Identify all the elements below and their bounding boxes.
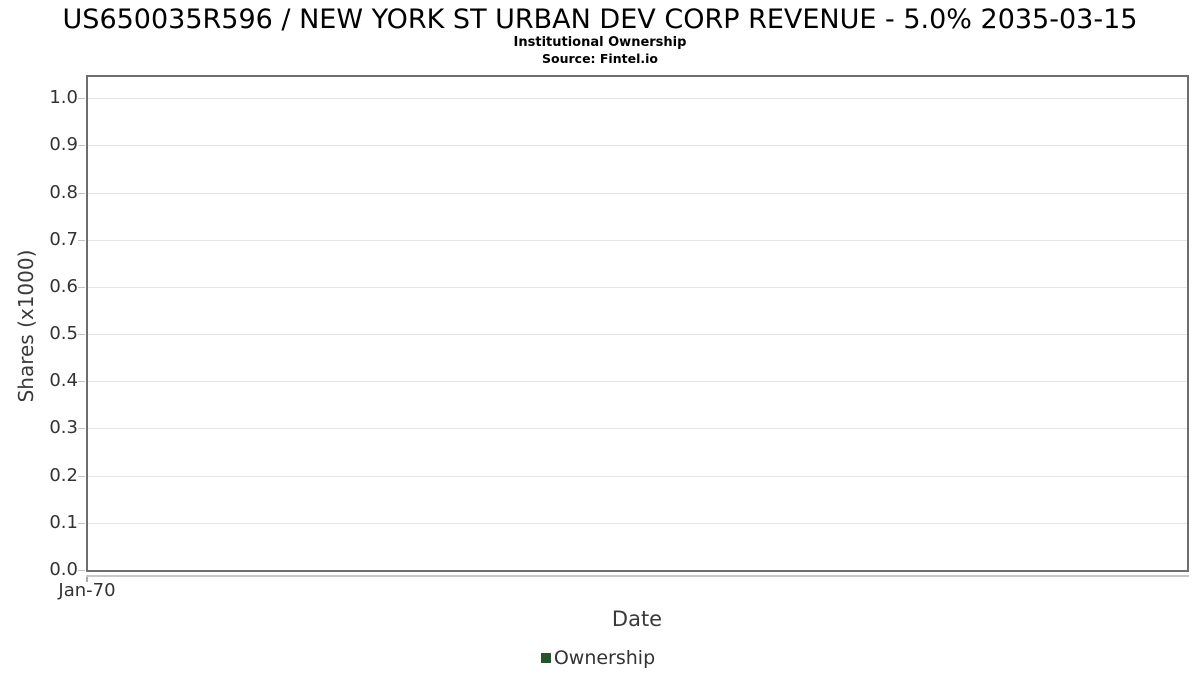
y-tick-mark	[78, 428, 85, 429]
y-tick-label: 0.1	[49, 512, 78, 533]
y-tick-mark	[78, 145, 85, 146]
x-axis-line	[86, 575, 1189, 577]
legend-label-ownership: Ownership	[553, 647, 656, 669]
y-tick-label: 0.9	[49, 134, 78, 155]
gridline	[88, 193, 1187, 194]
y-tick-label: 0.4	[49, 370, 78, 391]
gridline	[88, 476, 1187, 477]
x-tick-label: Jan-70	[58, 580, 116, 601]
gridline	[88, 98, 1187, 99]
chart-title: US650035R596 / NEW YORK ST URBAN DEV COR…	[62, 4, 1138, 35]
chart-subtitle: Institutional Ownership	[513, 35, 687, 50]
gridline	[88, 287, 1187, 288]
y-tick-label: 0.5	[49, 323, 78, 344]
y-tick-mark	[78, 193, 85, 194]
plot-area	[86, 75, 1189, 572]
gridline	[88, 240, 1187, 241]
y-tick-label: 1.0	[49, 87, 78, 108]
y-tick-mark	[78, 523, 85, 524]
x-tick-mark	[86, 577, 88, 582]
y-tick-label: 0.0	[49, 559, 78, 580]
y-tick-label: 0.8	[49, 182, 78, 203]
gridline	[88, 145, 1187, 146]
x-axis-label: Date	[611, 607, 663, 631]
y-tick-mark	[78, 334, 85, 335]
gridline	[88, 381, 1187, 382]
y-tick-label: 0.3	[49, 417, 78, 438]
y-tick-mark	[78, 476, 85, 477]
y-tick-mark	[78, 98, 85, 99]
y-tick-mark	[78, 381, 85, 382]
y-tick-mark	[78, 570, 85, 571]
gridline	[88, 428, 1187, 429]
gridline	[88, 523, 1187, 524]
y-tick-mark	[78, 240, 85, 241]
y-tick-label: 0.2	[49, 465, 78, 486]
y-tick-mark	[78, 287, 85, 288]
y-tick-label: 0.7	[49, 229, 78, 250]
gridline	[88, 334, 1187, 335]
y-tick-label: 0.6	[49, 276, 78, 297]
chart-source: Source: Fintel.io	[542, 51, 658, 66]
legend-marker-ownership	[540, 653, 551, 663]
legend: Ownership	[0, 646, 1196, 670]
